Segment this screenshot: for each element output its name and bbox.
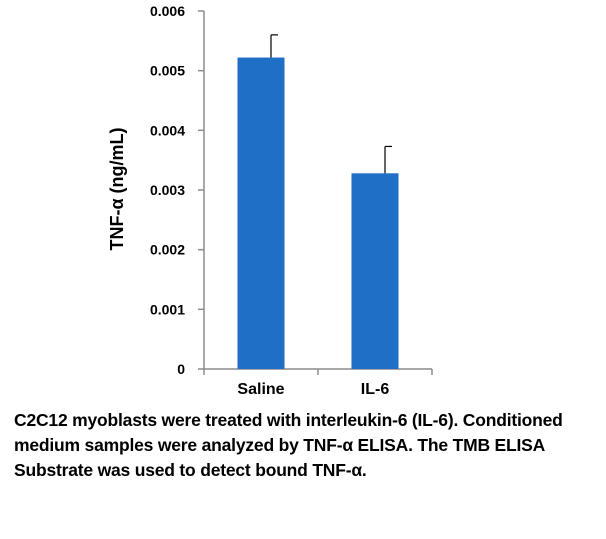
figure-caption: C2C12 myoblasts were treated with interl…	[14, 410, 563, 480]
y-axis-label: TNF-α (ng/mL)	[107, 127, 127, 250]
bar-il-6	[351, 173, 399, 369]
y-tick-labels: 0 0.001 0.002 0.003 0.004 0.005 0.006	[150, 3, 185, 377]
y-tick-label: 0	[177, 361, 185, 377]
bar-saline	[237, 57, 285, 369]
y-tick-label: 0.002	[150, 242, 185, 258]
y-tick-label: 0.003	[150, 182, 185, 198]
x-tick-label: Saline	[237, 381, 284, 398]
chart-bars	[237, 57, 399, 369]
chart-error-bars	[270, 34, 392, 174]
y-tick-label: 0.001	[150, 301, 185, 317]
y-tick-label: 0.005	[150, 63, 185, 79]
y-tick-label: 0.004	[150, 122, 185, 138]
x-tick-label: IL-6	[361, 381, 390, 398]
y-tick-label: 0.006	[150, 3, 185, 19]
x-tick-labels: Saline IL-6	[237, 381, 389, 398]
bar-chart: 0 0.001 0.002 0.003 0.004 0.005 0.006 Saline IL…	[107, 3, 433, 398]
